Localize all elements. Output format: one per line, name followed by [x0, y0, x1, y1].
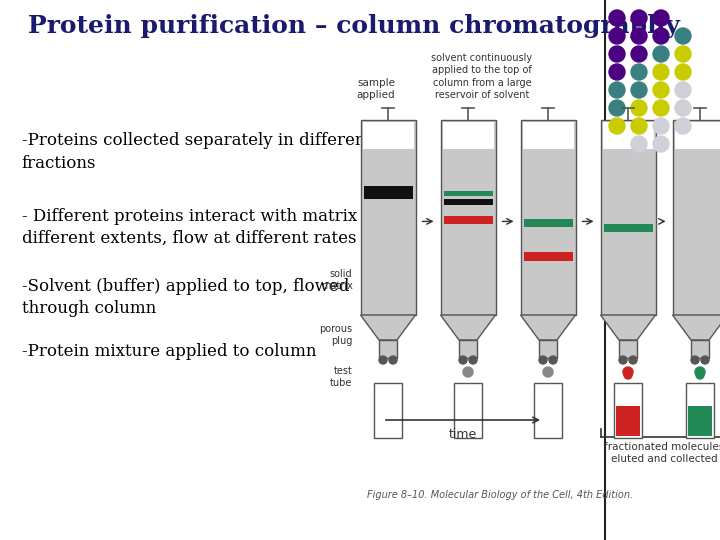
Circle shape — [691, 356, 699, 364]
Circle shape — [459, 356, 467, 364]
Circle shape — [653, 46, 669, 62]
Bar — [521, 120, 575, 315]
Circle shape — [631, 46, 647, 62]
Circle shape — [631, 118, 647, 134]
Bar — [361, 120, 415, 315]
Bar — [379, 340, 397, 358]
Text: -Solvent (buffer) applied to top, flowed
through column: -Solvent (buffer) applied to top, flowed… — [22, 278, 349, 318]
Bar — [686, 383, 714, 438]
Circle shape — [631, 10, 647, 26]
Circle shape — [675, 46, 691, 62]
Bar — [672, 120, 720, 315]
Circle shape — [675, 118, 691, 134]
Bar — [688, 406, 712, 436]
Polygon shape — [361, 315, 415, 340]
Bar — [616, 406, 640, 436]
Circle shape — [389, 356, 397, 364]
Circle shape — [653, 64, 669, 80]
Circle shape — [609, 82, 625, 98]
Bar — [523, 252, 572, 261]
Circle shape — [675, 64, 691, 80]
Bar — [459, 340, 477, 358]
Circle shape — [469, 356, 477, 364]
Circle shape — [463, 367, 473, 377]
Bar — [691, 340, 709, 358]
Bar — [614, 383, 642, 438]
Polygon shape — [672, 315, 720, 340]
Circle shape — [379, 356, 387, 364]
Bar — [539, 340, 557, 358]
Circle shape — [631, 64, 647, 80]
Circle shape — [619, 356, 627, 364]
Bar — [444, 199, 492, 205]
Text: fractionated molecules
eluted and collected: fractionated molecules eluted and collec… — [604, 442, 720, 464]
Circle shape — [609, 64, 625, 80]
Circle shape — [549, 356, 557, 364]
Circle shape — [543, 367, 553, 377]
Circle shape — [609, 28, 625, 44]
Circle shape — [631, 136, 647, 152]
Text: solid
matrix: solid matrix — [320, 269, 353, 291]
Bar — [454, 383, 482, 438]
Circle shape — [695, 367, 705, 377]
Circle shape — [701, 356, 709, 364]
Bar — [600, 120, 655, 315]
Circle shape — [609, 46, 625, 62]
Polygon shape — [441, 315, 495, 340]
Bar — [364, 186, 413, 199]
Text: - Different proteins interact with matrix to
different extents, flow at differen: - Different proteins interact with matri… — [22, 208, 379, 247]
Circle shape — [624, 371, 632, 379]
Circle shape — [539, 356, 547, 364]
Circle shape — [696, 371, 704, 379]
Bar — [362, 122, 413, 149]
Text: solvent continuously
applied to the top of
column from a large
reservoir of solv: solvent continuously applied to the top … — [431, 53, 533, 100]
Circle shape — [609, 10, 625, 26]
Circle shape — [653, 118, 669, 134]
Circle shape — [631, 82, 647, 98]
Circle shape — [653, 100, 669, 116]
Circle shape — [675, 100, 691, 116]
Circle shape — [631, 100, 647, 116]
Bar — [534, 383, 562, 438]
Bar — [675, 122, 720, 149]
Bar — [444, 191, 492, 195]
Bar — [374, 383, 402, 438]
Polygon shape — [521, 315, 575, 340]
Text: -Protein mixture applied to column: -Protein mixture applied to column — [22, 343, 316, 360]
Bar — [443, 122, 493, 149]
Bar — [603, 224, 652, 232]
Circle shape — [675, 82, 691, 98]
Circle shape — [653, 82, 669, 98]
Text: sample
applied: sample applied — [356, 78, 395, 100]
Bar — [619, 340, 637, 358]
Circle shape — [623, 367, 633, 377]
Circle shape — [653, 136, 669, 152]
Circle shape — [609, 100, 625, 116]
Circle shape — [653, 28, 669, 44]
Circle shape — [653, 10, 669, 26]
Circle shape — [675, 28, 691, 44]
Bar — [523, 122, 574, 149]
Bar — [441, 120, 495, 315]
Text: Figure 8–10. Molecular Biology of the Cell, 4th Edition.: Figure 8–10. Molecular Biology of the Ce… — [367, 490, 633, 500]
Circle shape — [631, 28, 647, 44]
Circle shape — [629, 356, 637, 364]
Text: -Proteins collected separately in different
fractions: -Proteins collected separately in differ… — [22, 132, 372, 172]
Text: Protein purification – column chromatography: Protein purification – column chromatogr… — [28, 14, 680, 38]
Polygon shape — [600, 315, 655, 340]
Circle shape — [609, 118, 625, 134]
Bar — [523, 219, 572, 227]
Bar — [444, 215, 492, 224]
Bar — [603, 122, 654, 149]
Text: porous
plug: porous plug — [320, 324, 353, 346]
Text: time: time — [449, 428, 477, 441]
Text: test
tube: test tube — [330, 366, 353, 388]
